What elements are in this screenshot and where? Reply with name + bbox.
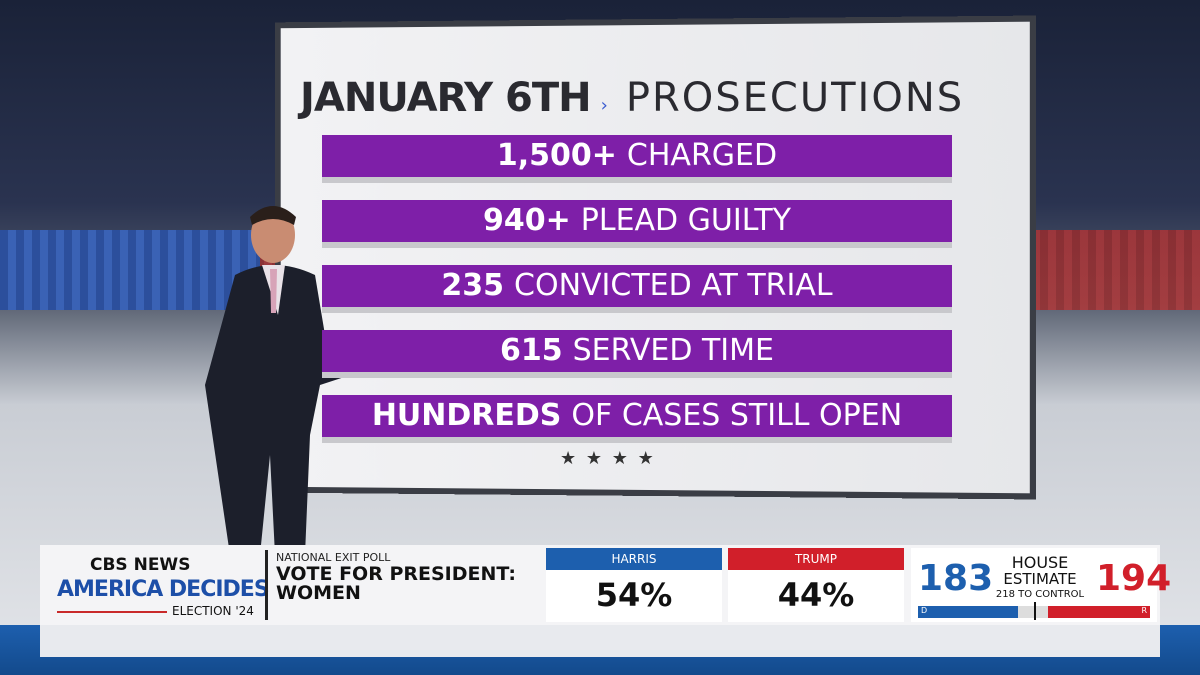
item-text: CONVICTED AT TRIAL [514, 268, 833, 303]
show-name: AMERICA DECIDES [57, 577, 270, 602]
house-subtitle: ESTIMATE [1003, 570, 1077, 588]
board-title: JANUARY 6TH › PROSECUTIONS [300, 75, 965, 121]
prosecution-bar: HUNDREDS OF CASES STILL OPEN [322, 395, 952, 437]
undecided-bar [1018, 606, 1048, 618]
house-control: 218 TO CONTROL [995, 589, 1085, 600]
item-count: HUNDREDS [371, 398, 562, 433]
item-count: 615 [500, 333, 563, 368]
item-count: 1,500+ [496, 138, 617, 173]
house-rep: 194 [1096, 558, 1172, 599]
candidate-result: 44% [777, 576, 855, 614]
item-count: 235 [441, 268, 505, 303]
prosecution-bar: 615 SERVED TIME [322, 330, 952, 372]
candidate-box: HARRIS 54% [546, 548, 722, 622]
election: ELECTION '24 [172, 604, 254, 618]
candidate-box: TRUMP 44% [728, 548, 904, 622]
bottom-strip [40, 625, 1160, 657]
dem-bar: D [918, 606, 1018, 618]
question: VOTE FOR PRESIDENT: [276, 563, 516, 585]
candidate-name: TRUMP [728, 548, 904, 570]
prosecution-bar: 940+ PLEAD GUILTY [322, 200, 952, 242]
candidate-result: 54% [595, 576, 673, 614]
control-marker [1034, 602, 1036, 620]
item-text: CHARGED [626, 138, 778, 173]
presenter [205, 206, 387, 555]
studio-wall-blue [0, 230, 260, 310]
item-text: SERVED TIME [572, 333, 774, 368]
item-text: OF CASES STILL OPEN [571, 398, 903, 433]
title-light: PROSECUTIONS [625, 75, 965, 121]
item-text: PLEAD GUILTY [580, 203, 791, 238]
prosecution-bar: 1,500+ CHARGED [322, 135, 952, 177]
logo-rule [57, 611, 167, 613]
prosecution-bar: 235 CONVICTED AT TRIAL [322, 265, 952, 307]
group: WOMEN [276, 582, 361, 604]
candidate-name: HARRIS [546, 548, 722, 570]
poll-label: NATIONAL EXIT POLL [276, 551, 391, 564]
network: CBS NEWS [90, 555, 191, 575]
item-count: 940+ [483, 203, 571, 238]
rep-bar: R [1048, 606, 1150, 618]
poll-question: VOTE FOR PRESIDENT: WOMEN [276, 565, 516, 603]
house-title: HOUSE [1011, 553, 1069, 572]
divider [265, 550, 268, 620]
house-dem: 183 [918, 558, 994, 599]
house-label: HOUSE ESTIMATE 218 TO CONTROL [990, 555, 1090, 603]
title-bold: JANUARY 6TH [300, 75, 592, 121]
stars: ★ ★ ★ ★ [560, 448, 656, 469]
